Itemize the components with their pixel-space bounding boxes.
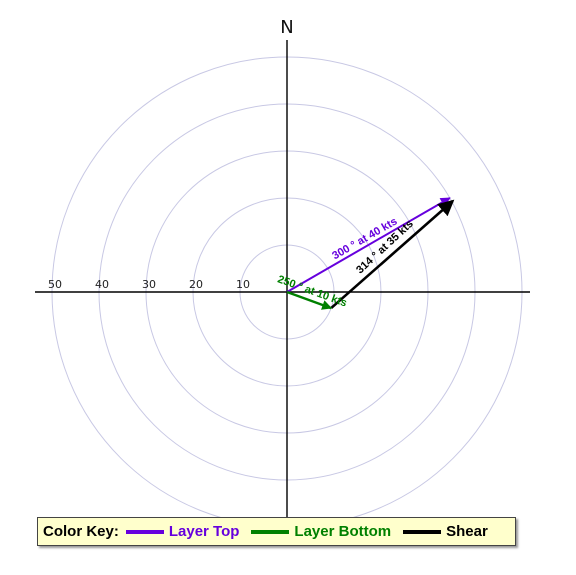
- range-label: 10: [236, 278, 250, 291]
- range-label: 50: [48, 278, 62, 291]
- shear-vector: [330, 199, 455, 310]
- shear-swatch: [403, 529, 442, 534]
- color-key-title: Color Key:: [43, 523, 119, 540]
- north-label: N: [280, 17, 293, 38]
- layer-bottom-vector: [286, 290, 333, 310]
- layer-top-swatch: [125, 529, 164, 534]
- shear-label: Shear: [446, 523, 488, 540]
- layer-bottom-label: Layer Bottom: [294, 523, 392, 540]
- range-label: 30: [142, 278, 156, 291]
- color-key: Color Key: Layer Top Layer Bottom Shear: [37, 517, 516, 546]
- layer-top-vector: [286, 197, 451, 293]
- layer-bottom-swatch: [251, 529, 290, 534]
- range-label: 20: [189, 278, 203, 291]
- layer-top-label: Layer Top: [168, 523, 240, 540]
- range-labels: 50 40 30 20 10: [48, 278, 250, 291]
- range-label: 40: [95, 278, 109, 291]
